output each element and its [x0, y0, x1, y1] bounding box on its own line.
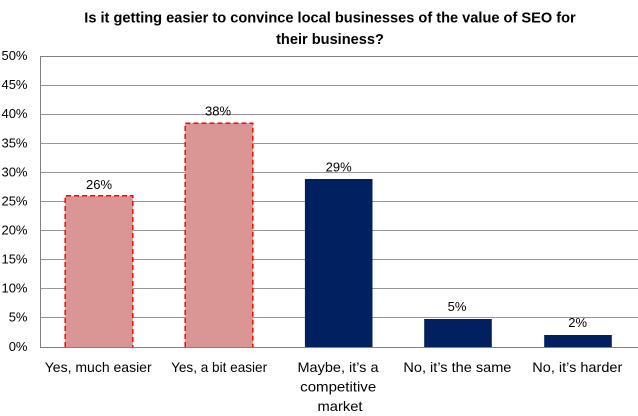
- svg-text:26%: 26%: [86, 177, 112, 192]
- svg-text:competitive: competitive: [300, 379, 376, 395]
- svg-text:2%: 2%: [568, 315, 587, 330]
- svg-text:No, it’s harder: No, it’s harder: [532, 359, 622, 375]
- svg-text:35%: 35%: [1, 135, 27, 150]
- svg-text:0%: 0%: [9, 339, 28, 354]
- svg-text:45%: 45%: [1, 77, 27, 92]
- svg-text:No, it’s the same: No, it’s the same: [403, 359, 511, 375]
- svg-text:50%: 50%: [1, 48, 27, 63]
- svg-text:15%: 15%: [1, 252, 27, 267]
- svg-text:38%: 38%: [205, 103, 231, 118]
- svg-text:40%: 40%: [1, 106, 27, 121]
- svg-text:29%: 29%: [326, 160, 352, 175]
- svg-text:30%: 30%: [1, 164, 27, 179]
- svg-text:20%: 20%: [1, 223, 27, 238]
- svg-text:Maybe, it’s a: Maybe, it’s a: [298, 359, 379, 375]
- svg-text:5%: 5%: [448, 299, 467, 314]
- svg-text:Is it getting easier to convin: Is it getting easier to convince local b…: [84, 11, 576, 27]
- svg-text:25%: 25%: [1, 193, 27, 208]
- svg-text:10%: 10%: [1, 281, 27, 296]
- svg-text:Yes, a bit easier: Yes, a bit easier: [171, 359, 267, 375]
- svg-text:5%: 5%: [9, 310, 28, 325]
- svg-text:their business?: their business?: [276, 32, 384, 48]
- svg-text:market: market: [318, 398, 363, 414]
- svg-text:Yes, much easier: Yes, much easier: [45, 359, 152, 375]
